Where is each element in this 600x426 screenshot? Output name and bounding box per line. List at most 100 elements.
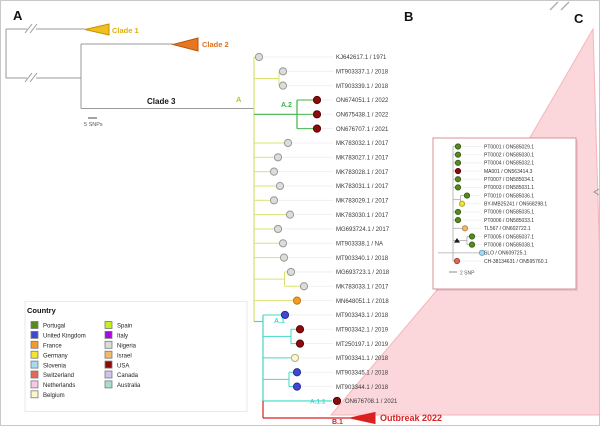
tip-label: MT903337.1 / 2018	[336, 70, 389, 76]
tip-circle	[332, 396, 342, 406]
tip-circle	[312, 110, 322, 119]
tip-label: MT903344.1 / 2018	[336, 385, 389, 391]
tip-label: PT0002 / ON585030.1	[484, 152, 534, 158]
tip-label: MT903338.1 / NA	[336, 241, 383, 247]
tip-circle	[463, 192, 471, 199]
legend-item-label: Canada	[117, 373, 139, 379]
lineage-a2-label: A.2	[281, 102, 292, 109]
legend-item-label: Slovenia	[43, 363, 67, 369]
tip-circle	[468, 241, 476, 248]
tip-label: SLO / ON609725.1	[484, 251, 527, 257]
tip-label: PT0004 / ON585032.1	[484, 161, 534, 167]
lineage-a-label: A	[236, 95, 242, 104]
clade1-triangle	[84, 23, 110, 36]
clade2-label: Clade 2	[202, 40, 229, 49]
legend-title: Country	[27, 306, 57, 315]
legend-item-label: Australia	[117, 383, 141, 389]
support-triangle-icon	[454, 238, 460, 243]
legend-swatch	[104, 321, 113, 329]
tip-label: MT903342.1 / 2019	[336, 327, 389, 333]
legend-swatch	[104, 330, 113, 339]
legend-item-label: Portugal	[43, 324, 65, 330]
tip-label: MK783029.1 / 2017	[336, 199, 389, 205]
tip-label: MT903345.1 / 2018	[336, 370, 389, 376]
tip-circle	[290, 353, 300, 363]
tip-label: ON675438.1 / 2022	[336, 113, 389, 119]
legend-swatch	[30, 370, 39, 379]
tip-label: MT903339.1 / 2018	[336, 84, 389, 90]
tip-circle	[454, 184, 462, 191]
break-slash-icon	[24, 23, 33, 34]
lineage-a11-label: A.1.1	[310, 399, 326, 406]
tip-circle	[454, 167, 462, 175]
legend-swatch	[30, 380, 39, 389]
legend-item-label: France	[43, 344, 62, 350]
panel-c-label: C	[574, 11, 584, 26]
legend-swatch	[30, 321, 39, 329]
tip-circle	[468, 233, 476, 240]
tip-circle	[478, 249, 486, 256]
clade2-triangle	[171, 37, 199, 52]
tip-circle	[269, 196, 279, 205]
tip-circle	[454, 176, 462, 183]
tip-label: PT0006 / ON585033.1	[484, 218, 534, 224]
tip-label: MG693724.1 / 2017	[336, 227, 390, 233]
tip-circle	[453, 257, 461, 265]
tip-label: MK783027.1 / 2017	[336, 156, 389, 162]
tip-circle	[275, 181, 285, 191]
legend-swatch	[104, 350, 113, 359]
tip-label: MT250197.1 / 2019	[336, 342, 389, 348]
legend-swatch	[104, 340, 113, 349]
tip-circle	[454, 159, 462, 166]
legend-item-label: Germany	[43, 353, 68, 359]
tip-circle	[280, 310, 290, 320]
tip-label: MK783031.1 / 2017	[336, 184, 389, 190]
panel-a-scale-label: 5 SNPs	[84, 122, 103, 128]
tip-label: MK783033.1 / 2017	[336, 284, 389, 290]
tip-label: KJ642617.1 / 1971	[336, 55, 387, 61]
legend-swatch	[30, 330, 39, 339]
tip-label: MA001 / ON563414.3	[484, 169, 533, 175]
tip-label: ON674051.1 / 2022	[336, 98, 389, 104]
legend-item-label: United Kingdom	[43, 334, 86, 340]
legend-swatch	[104, 360, 113, 369]
tip-label: MN648051.1 / 2018	[336, 299, 389, 305]
legend-swatch	[104, 370, 113, 379]
panel-a-label: A	[13, 8, 23, 23]
legend-item-label: USA	[117, 363, 129, 369]
tip-circle	[278, 67, 288, 76]
tip-circle	[273, 224, 283, 234]
break-slash-icon	[549, 1, 559, 11]
lineage-b1-label: B.1	[332, 419, 343, 426]
tip-label: PT0003 / ON585031.1	[484, 185, 534, 191]
tip-label: ON676707.1 / 2021	[336, 127, 389, 133]
break-slash-icon	[24, 72, 33, 83]
tip-label: MG693723.1 / 2018	[336, 270, 390, 276]
legend-swatch	[104, 380, 113, 389]
legend-item-label: Belgium	[43, 393, 65, 399]
tip-circle	[285, 210, 295, 219]
clade3-label: Clade 3	[147, 97, 176, 106]
break-slash-icon	[29, 23, 38, 34]
tip-label: MT903340.1 / 2018	[336, 256, 389, 262]
tip-label: PT0009 / ON585035.1	[484, 210, 534, 216]
tip-label: CH-38134631 / ON595760.1	[484, 259, 548, 265]
tip-label: MK783032.1 / 2017	[336, 141, 389, 147]
tip-circle	[283, 138, 293, 148]
tip-label: PT0001 / ON585029.1	[484, 144, 534, 150]
tip-label: TL567 / ON602722.1	[484, 226, 531, 232]
tip-label: PT0008 / ON585038.1	[484, 242, 534, 248]
tip-circle	[273, 153, 283, 162]
tip-circle	[458, 200, 466, 207]
tip-circle	[286, 267, 296, 277]
tip-circle	[292, 368, 302, 377]
legend-item-label: Italy	[117, 334, 128, 340]
tip-circle	[292, 296, 302, 305]
tip-circle	[454, 217, 462, 224]
lineage-a1-label: A.1	[274, 318, 285, 325]
tip-circle	[454, 208, 462, 216]
legend-item-label: Nigeria	[117, 344, 137, 350]
legend-swatch	[30, 350, 39, 359]
